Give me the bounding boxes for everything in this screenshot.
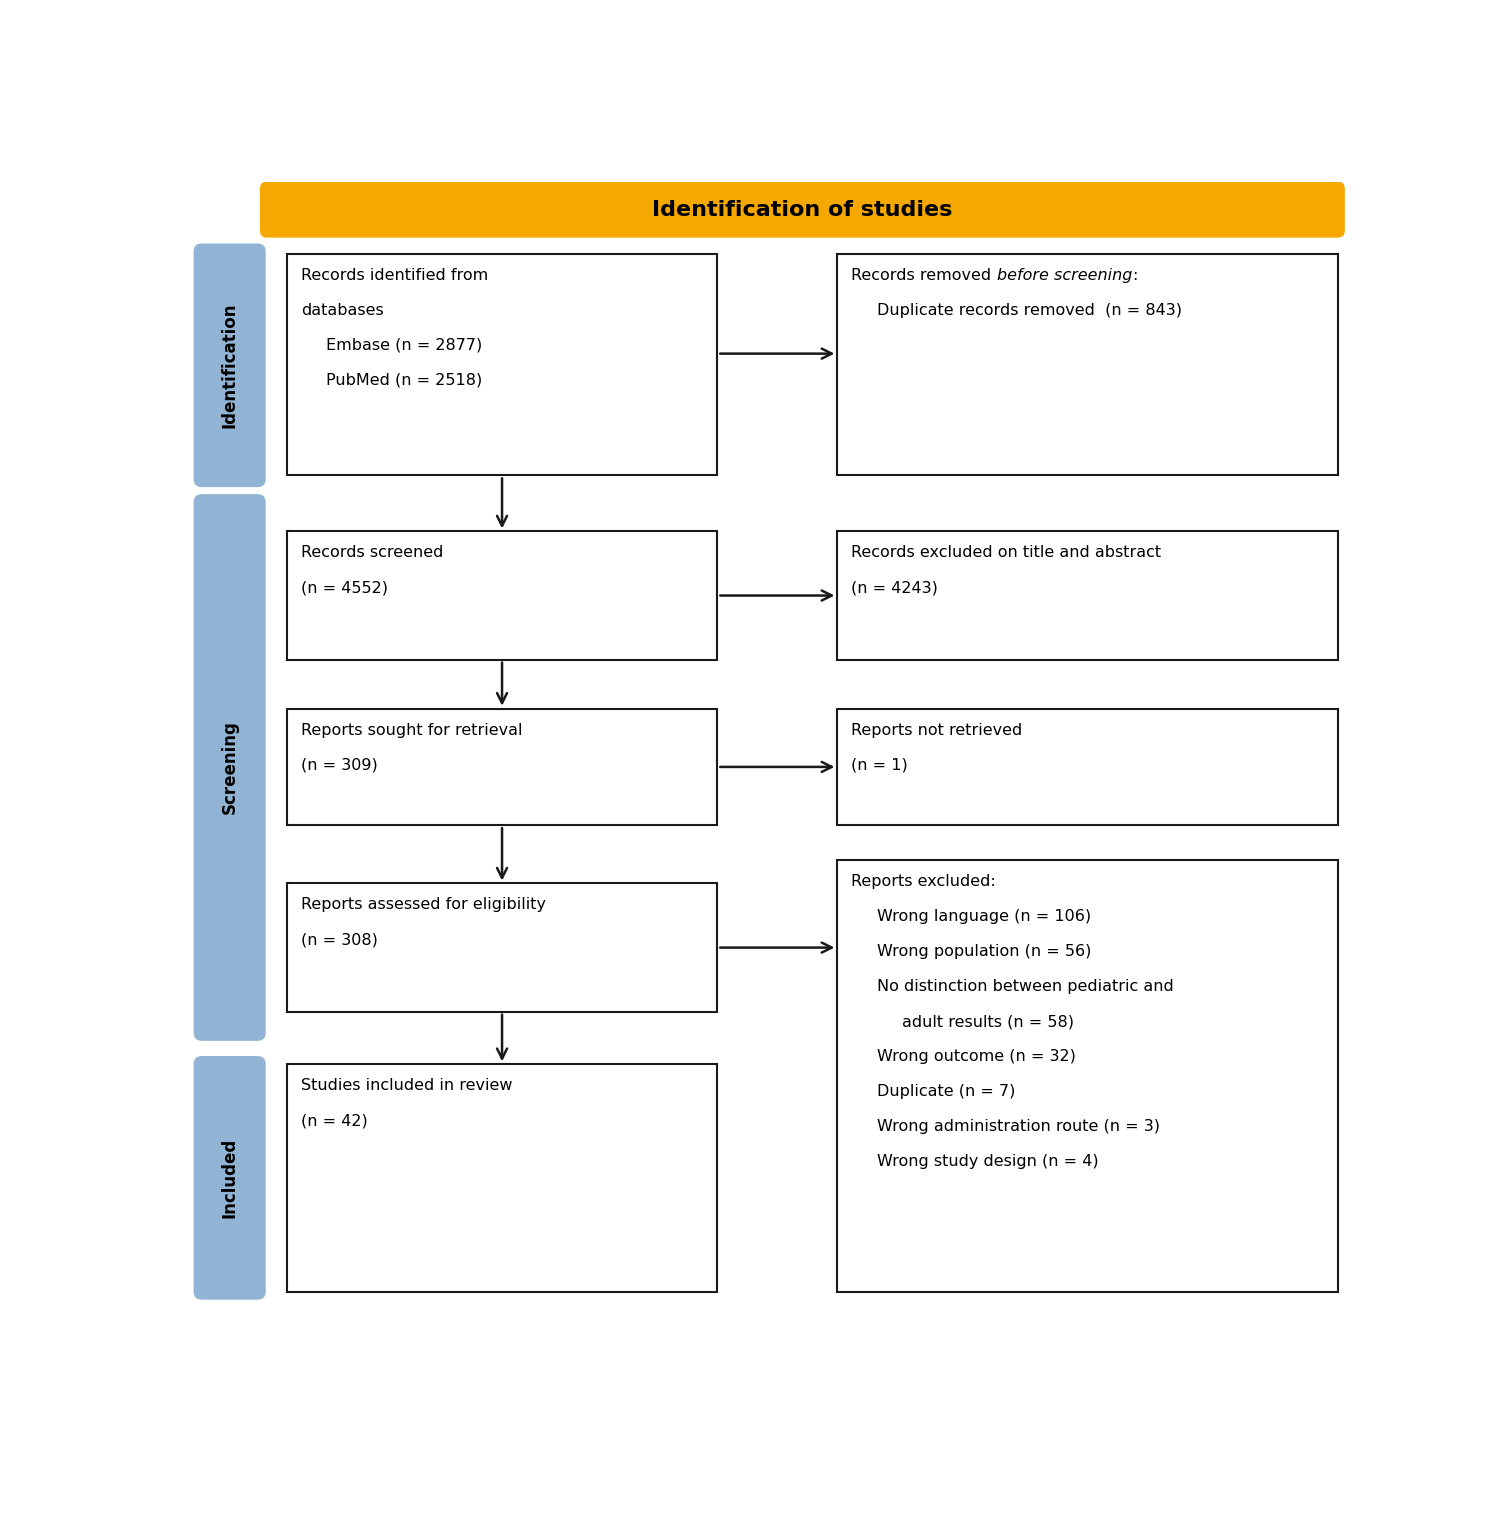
Text: Records identified from: Records identified from bbox=[300, 268, 488, 283]
Text: Wrong population (n = 56): Wrong population (n = 56) bbox=[877, 945, 1092, 958]
Text: Identification of studies: Identification of studies bbox=[652, 200, 952, 220]
Text: Identification: Identification bbox=[221, 303, 239, 428]
Text: Records screened: Records screened bbox=[300, 545, 443, 560]
Text: Records removed: Records removed bbox=[852, 268, 996, 283]
Text: Wrong outcome (n = 32): Wrong outcome (n = 32) bbox=[877, 1049, 1075, 1064]
Text: Reports excluded:: Reports excluded: bbox=[852, 874, 996, 889]
Text: (n = 308): (n = 308) bbox=[300, 933, 377, 948]
FancyBboxPatch shape bbox=[260, 182, 1344, 238]
FancyBboxPatch shape bbox=[837, 254, 1338, 475]
Text: Records excluded on title and abstract: Records excluded on title and abstract bbox=[852, 545, 1161, 560]
FancyBboxPatch shape bbox=[287, 531, 718, 660]
FancyBboxPatch shape bbox=[287, 709, 718, 825]
FancyBboxPatch shape bbox=[837, 531, 1338, 660]
FancyBboxPatch shape bbox=[194, 1057, 266, 1299]
Text: (n = 42): (n = 42) bbox=[300, 1113, 368, 1128]
Text: databases: databases bbox=[300, 303, 383, 318]
Text: (n = 4552): (n = 4552) bbox=[300, 580, 388, 595]
Text: Wrong administration route (n = 3): Wrong administration route (n = 3) bbox=[877, 1119, 1160, 1134]
Text: Wrong language (n = 106): Wrong language (n = 106) bbox=[877, 908, 1090, 924]
Text: before screening: before screening bbox=[996, 268, 1133, 283]
Text: :: : bbox=[1133, 268, 1137, 283]
Text: Wrong study design (n = 4): Wrong study design (n = 4) bbox=[877, 1154, 1098, 1169]
Text: Duplicate records removed  (n = 843): Duplicate records removed (n = 843) bbox=[877, 303, 1182, 318]
FancyBboxPatch shape bbox=[194, 244, 266, 488]
Text: No distinction between pediatric and: No distinction between pediatric and bbox=[877, 980, 1173, 995]
FancyBboxPatch shape bbox=[837, 709, 1338, 825]
Text: Embase (n = 2877): Embase (n = 2877) bbox=[326, 338, 482, 353]
FancyBboxPatch shape bbox=[287, 254, 718, 475]
Text: Reports sought for retrieval: Reports sought for retrieval bbox=[300, 722, 523, 737]
Text: Duplicate (n = 7): Duplicate (n = 7) bbox=[877, 1084, 1015, 1099]
FancyBboxPatch shape bbox=[837, 860, 1338, 1291]
Text: adult results (n = 58): adult results (n = 58) bbox=[903, 1014, 1074, 1030]
FancyBboxPatch shape bbox=[287, 1064, 718, 1291]
Text: Reports assessed for eligibility: Reports assessed for eligibility bbox=[300, 898, 545, 913]
Text: Studies included in review: Studies included in review bbox=[300, 1078, 512, 1093]
Text: (n = 4243): (n = 4243) bbox=[852, 580, 939, 595]
Text: (n = 1): (n = 1) bbox=[852, 757, 909, 772]
Text: (n = 309): (n = 309) bbox=[300, 757, 377, 772]
FancyBboxPatch shape bbox=[287, 884, 718, 1011]
Text: Screening: Screening bbox=[221, 721, 239, 815]
FancyBboxPatch shape bbox=[194, 494, 266, 1040]
Text: Reports not retrieved: Reports not retrieved bbox=[852, 722, 1023, 737]
Text: Included: Included bbox=[221, 1137, 239, 1217]
Text: PubMed (n = 2518): PubMed (n = 2518) bbox=[326, 372, 482, 388]
